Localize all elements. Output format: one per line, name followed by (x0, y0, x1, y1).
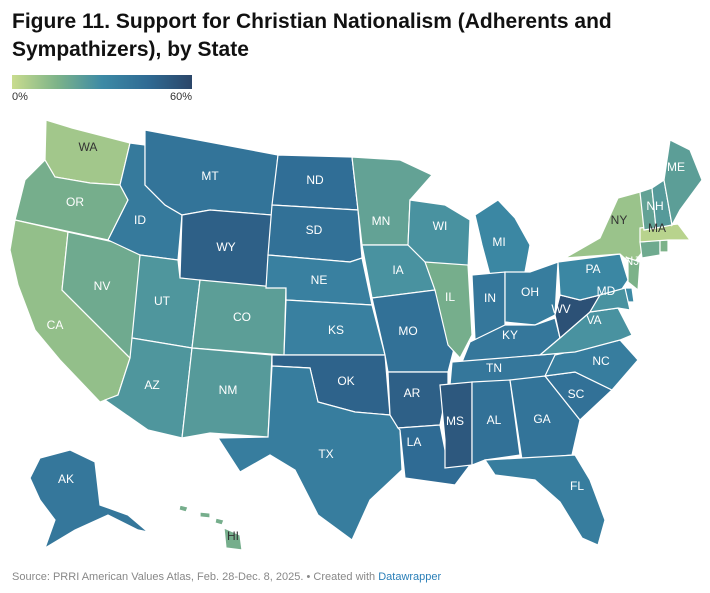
state-MS[interactable] (439, 381, 473, 469)
state-FL[interactable] (483, 454, 606, 546)
label-TX: TX (318, 447, 333, 461)
state-CT[interactable] (639, 239, 661, 259)
state-RI[interactable] (659, 239, 669, 253)
label-AK: AK (58, 472, 74, 486)
state-MD[interactable] (588, 287, 631, 313)
label-PA: PA (585, 262, 600, 276)
label-MA: MA (648, 221, 666, 235)
chart-title: Figure 11. Support for Christian Nationa… (12, 10, 612, 61)
label-MN: MN (372, 214, 391, 228)
label-WI: WI (433, 219, 448, 233)
label-WV: WV (551, 302, 570, 316)
label-IN: IN (484, 291, 496, 305)
label-SD: SD (306, 223, 323, 237)
label-TN: TN (486, 361, 502, 375)
label-ND: ND (306, 173, 324, 187)
color-legend: 0% 60% (12, 75, 192, 105)
label-NM: NM (219, 383, 238, 397)
legend-gradient-bar (12, 75, 192, 89)
legend-min-label: 0% (12, 91, 28, 103)
state-LA[interactable] (396, 424, 471, 486)
label-OH: OH (521, 285, 539, 299)
label-OR: OR (66, 195, 84, 209)
label-WY: WY (216, 240, 235, 254)
state-MI[interactable] (474, 199, 531, 276)
label-NJ: NJ (625, 254, 640, 268)
label-KS: KS (328, 323, 344, 337)
label-MI: MI (492, 235, 505, 249)
state-AL[interactable] (471, 379, 521, 466)
label-MO: MO (398, 324, 417, 338)
state-shapes (9, 119, 703, 551)
label-AL: AL (487, 413, 502, 427)
state-TX[interactable] (216, 365, 403, 541)
label-VA: VA (586, 313, 601, 327)
label-OK: OK (337, 374, 354, 388)
label-IL: IL (445, 290, 455, 304)
label-WA: WA (79, 140, 98, 154)
source-footer: Source: PRRI American Values Atlas, Feb.… (12, 571, 441, 583)
legend-max-label: 60% (169, 91, 192, 103)
label-KY: KY (502, 328, 518, 342)
label-AZ: AZ (144, 378, 159, 392)
state-IL[interactable] (424, 261, 473, 360)
label-MT: MT (201, 169, 219, 183)
label-ID: ID (134, 213, 146, 227)
label-FL: FL (570, 479, 584, 493)
state-labels: WA OR CA NV ID MT WY UT AZ CO NM ND SD N… (47, 140, 685, 543)
label-CO: CO (233, 310, 251, 324)
us-state-map: WA OR CA NV ID MT WY UT AZ CO NM ND SD N… (9, 119, 703, 551)
state-AK[interactable] (29, 449, 151, 550)
label-HI: HI (227, 529, 239, 543)
source-text: Source: PRRI American Values Atlas, Feb.… (12, 571, 379, 583)
state-ME[interactable] (663, 139, 703, 227)
label-UT: UT (154, 294, 171, 308)
label-NV: NV (94, 279, 111, 293)
state-HI[interactable] (178, 504, 243, 551)
label-MS: MS (446, 414, 464, 428)
label-ME: ME (667, 160, 685, 174)
label-IA: IA (392, 263, 403, 277)
label-NH: NH (646, 199, 663, 213)
label-NY: NY (611, 213, 628, 227)
state-NM[interactable] (181, 347, 273, 439)
label-NC: NC (592, 354, 610, 368)
label-MD: MD (597, 284, 616, 298)
label-NE: NE (311, 273, 328, 287)
label-SC: SC (568, 387, 585, 401)
state-GA[interactable] (509, 375, 581, 461)
label-LA: LA (407, 435, 422, 449)
label-CA: CA (47, 318, 64, 332)
datawrapper-link[interactable]: Datawrapper (378, 571, 442, 583)
state-NJ[interactable] (627, 257, 641, 292)
label-AR: AR (404, 386, 421, 400)
label-GA: GA (533, 412, 550, 426)
